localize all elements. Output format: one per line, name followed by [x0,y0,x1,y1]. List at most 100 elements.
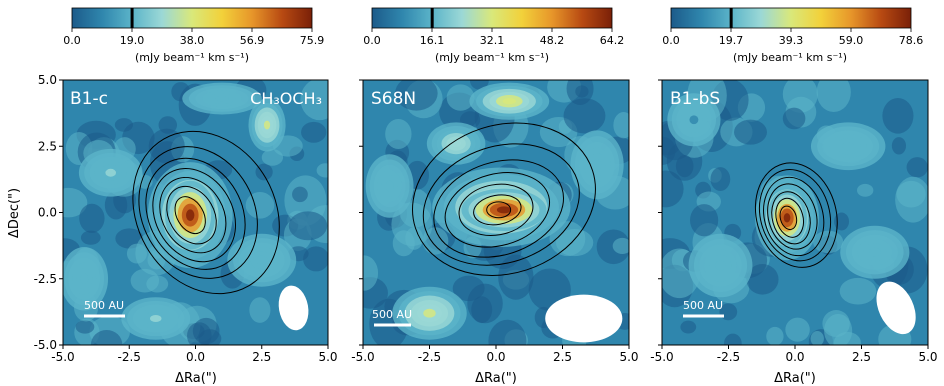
noise-patch [891,137,907,155]
noise-patch [680,320,697,334]
noise-patch [710,167,731,191]
noise-patch [301,121,327,143]
colorbar-label: (mJy beam⁻¹ km s⁻¹) [135,51,249,64]
y-tick-label: -5.0 [34,338,57,352]
colorbar-tick-label: 39.3 [779,34,804,47]
contour-level [145,157,246,270]
colorbar-tick-label: 0.0 [63,34,81,47]
x-axis-label: ΔRa(") [774,371,816,386]
noise-patch [488,319,527,345]
noise-patch [292,186,308,203]
emission-blob [841,142,855,151]
colorbar-tick-label: 32.1 [480,34,505,47]
noise-patch [662,170,684,208]
panel-label: S68N [371,89,416,109]
emission-blob [783,213,791,223]
emission-blob [451,140,461,148]
contour-level [132,130,280,295]
noise-patch [895,176,928,223]
noise-patch [249,297,271,323]
contour-level [763,176,825,257]
noise-patch [79,203,105,233]
beam-ellipse [876,281,916,335]
contour-level [779,205,798,231]
intensity-map [363,80,629,345]
noise-patch [549,221,586,257]
noise-patch [675,155,694,178]
x-tick-label: 0.0 [785,350,804,364]
panel-b1-bs: 0.0 19.7 39.3 59.0 78.6 -5.0 -2.5 0.0 2.5 5.0 ΔRa(… [650,7,938,386]
colorbar [670,7,912,29]
emission-blob [105,168,116,177]
colorbar-tick-label: 64.2 [600,34,625,47]
y-tick-label: 2.5 [38,139,57,153]
x-tick-label: -2.5 [418,350,441,364]
scalebar-label: 500 AU [683,299,723,312]
x-tick-label: 5.0 [619,350,638,364]
contour-level [754,162,838,268]
y-axis-label: ΔDec(") [7,188,22,238]
x-axis-label: ΔRa(") [175,371,217,386]
emission-blob [496,206,512,214]
noise-patch [834,212,850,231]
contour-level [412,122,596,276]
colorbar-tick-label: 19.0 [120,34,145,47]
intensity-map [63,80,328,345]
noise-patch [395,80,438,111]
noise-patch [422,227,449,255]
emission-blob [150,314,162,323]
noise-patch [115,228,144,249]
contour-level [444,172,551,248]
contour-level [775,197,805,238]
x-tick-label: -5.0 [351,350,374,364]
contour-level [166,185,217,245]
noise-patch [839,277,877,305]
panel-label: B1-c [70,89,108,109]
scalebar-label: 500 AU [84,299,124,312]
scalebar-label: 500 AU [372,308,412,321]
contour-level [152,168,237,263]
contour-level [486,201,512,219]
y-tick-label: 0.0 [38,206,57,220]
noise-patch [612,237,629,255]
noise-patch [104,190,128,220]
noise-patch [810,330,824,345]
colorbar-tick-label: 48.2 [540,34,565,47]
colorbar-tick-label: 0.0 [662,34,680,47]
noise-patch [288,211,328,241]
noise-patch [385,119,412,150]
contour-set [132,130,280,295]
beam-ellipse [545,294,623,343]
noise-patch [363,255,379,291]
emission-blob [186,209,195,221]
colorbar-tick-label: 59.0 [839,34,864,47]
noise-patch [392,230,415,257]
noise-patch [255,163,273,181]
beam-ellipse [278,285,309,331]
contour-level [138,146,258,279]
noise-patch [471,296,493,324]
contour-set [754,162,838,268]
colorbar [71,7,313,29]
panel-s68n: 0.0 16.1 32.1 48.2 64.2 -5.0 -2.5 0.0 2.5 5.0 ΔRa(… [351,7,639,386]
emission-blob [423,308,436,318]
noise-patch [80,230,101,245]
noise-patch [245,191,275,219]
noise-patch [857,183,874,197]
colorbar-label: (mJy beam⁻¹ km s⁻¹) [733,51,847,64]
noise-patch [563,98,606,134]
noise-patch [824,313,853,345]
noise-patch [766,326,784,345]
panel-b1-c: 0.0 19.0 38.0 56.9 75.9 -5.0 -2.5 0.0 2.5 5.0 5.0 2… [7,7,338,386]
panel-label: B1-bS [670,89,720,109]
emission-blob [715,260,726,271]
x-axis-label: ΔRa(") [475,371,517,386]
noise-patch [782,80,818,113]
x-tick-label: 0.0 [186,350,205,364]
contour-level [174,196,206,235]
x-tick-label: 0.0 [486,350,505,364]
noise-patch [114,118,133,132]
contour-level [422,143,580,266]
noise-patch [303,246,328,272]
